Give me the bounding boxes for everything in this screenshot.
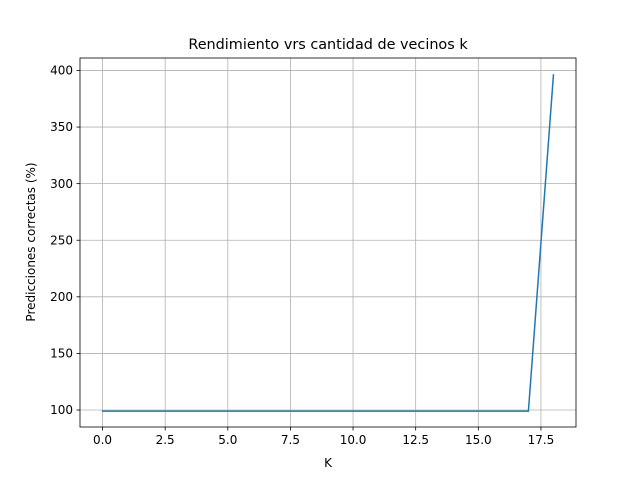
y-tick-label: 300 <box>50 177 73 191</box>
x-tick-label: 17.5 <box>528 433 555 447</box>
x-tick-label: 0.0 <box>93 433 112 447</box>
y-tick-label: 150 <box>50 347 73 361</box>
y-tick-label: 350 <box>50 120 73 134</box>
x-tick-label: 7.5 <box>281 433 300 447</box>
y-tick-label: 400 <box>50 64 73 78</box>
x-tick-label: 15.0 <box>465 433 492 447</box>
x-axis-label: K <box>324 456 333 470</box>
tick-layer: 0.0 2.5 5.0 7.5 10.0 12.5 15.0 17.5 100 150 200 250… <box>50 64 554 447</box>
y-axis-label: Predicciones correctas (%) <box>24 162 38 321</box>
y-tick-label: 200 <box>50 290 73 304</box>
grid-layer <box>80 58 576 427</box>
axes-frame <box>79 57 577 428</box>
chart-title: Rendimiento vrs cantidad de vecinos k <box>188 37 468 53</box>
y-tick-label: 100 <box>50 403 73 417</box>
y-tick-label: 250 <box>50 233 73 247</box>
x-tick-label: 10.0 <box>340 433 367 447</box>
series-line <box>101 74 555 412</box>
x-tick-label: 2.5 <box>156 433 175 447</box>
x-tick-label: 5.0 <box>218 433 237 447</box>
series-layer <box>101 74 555 412</box>
x-tick-label: 12.5 <box>402 433 429 447</box>
